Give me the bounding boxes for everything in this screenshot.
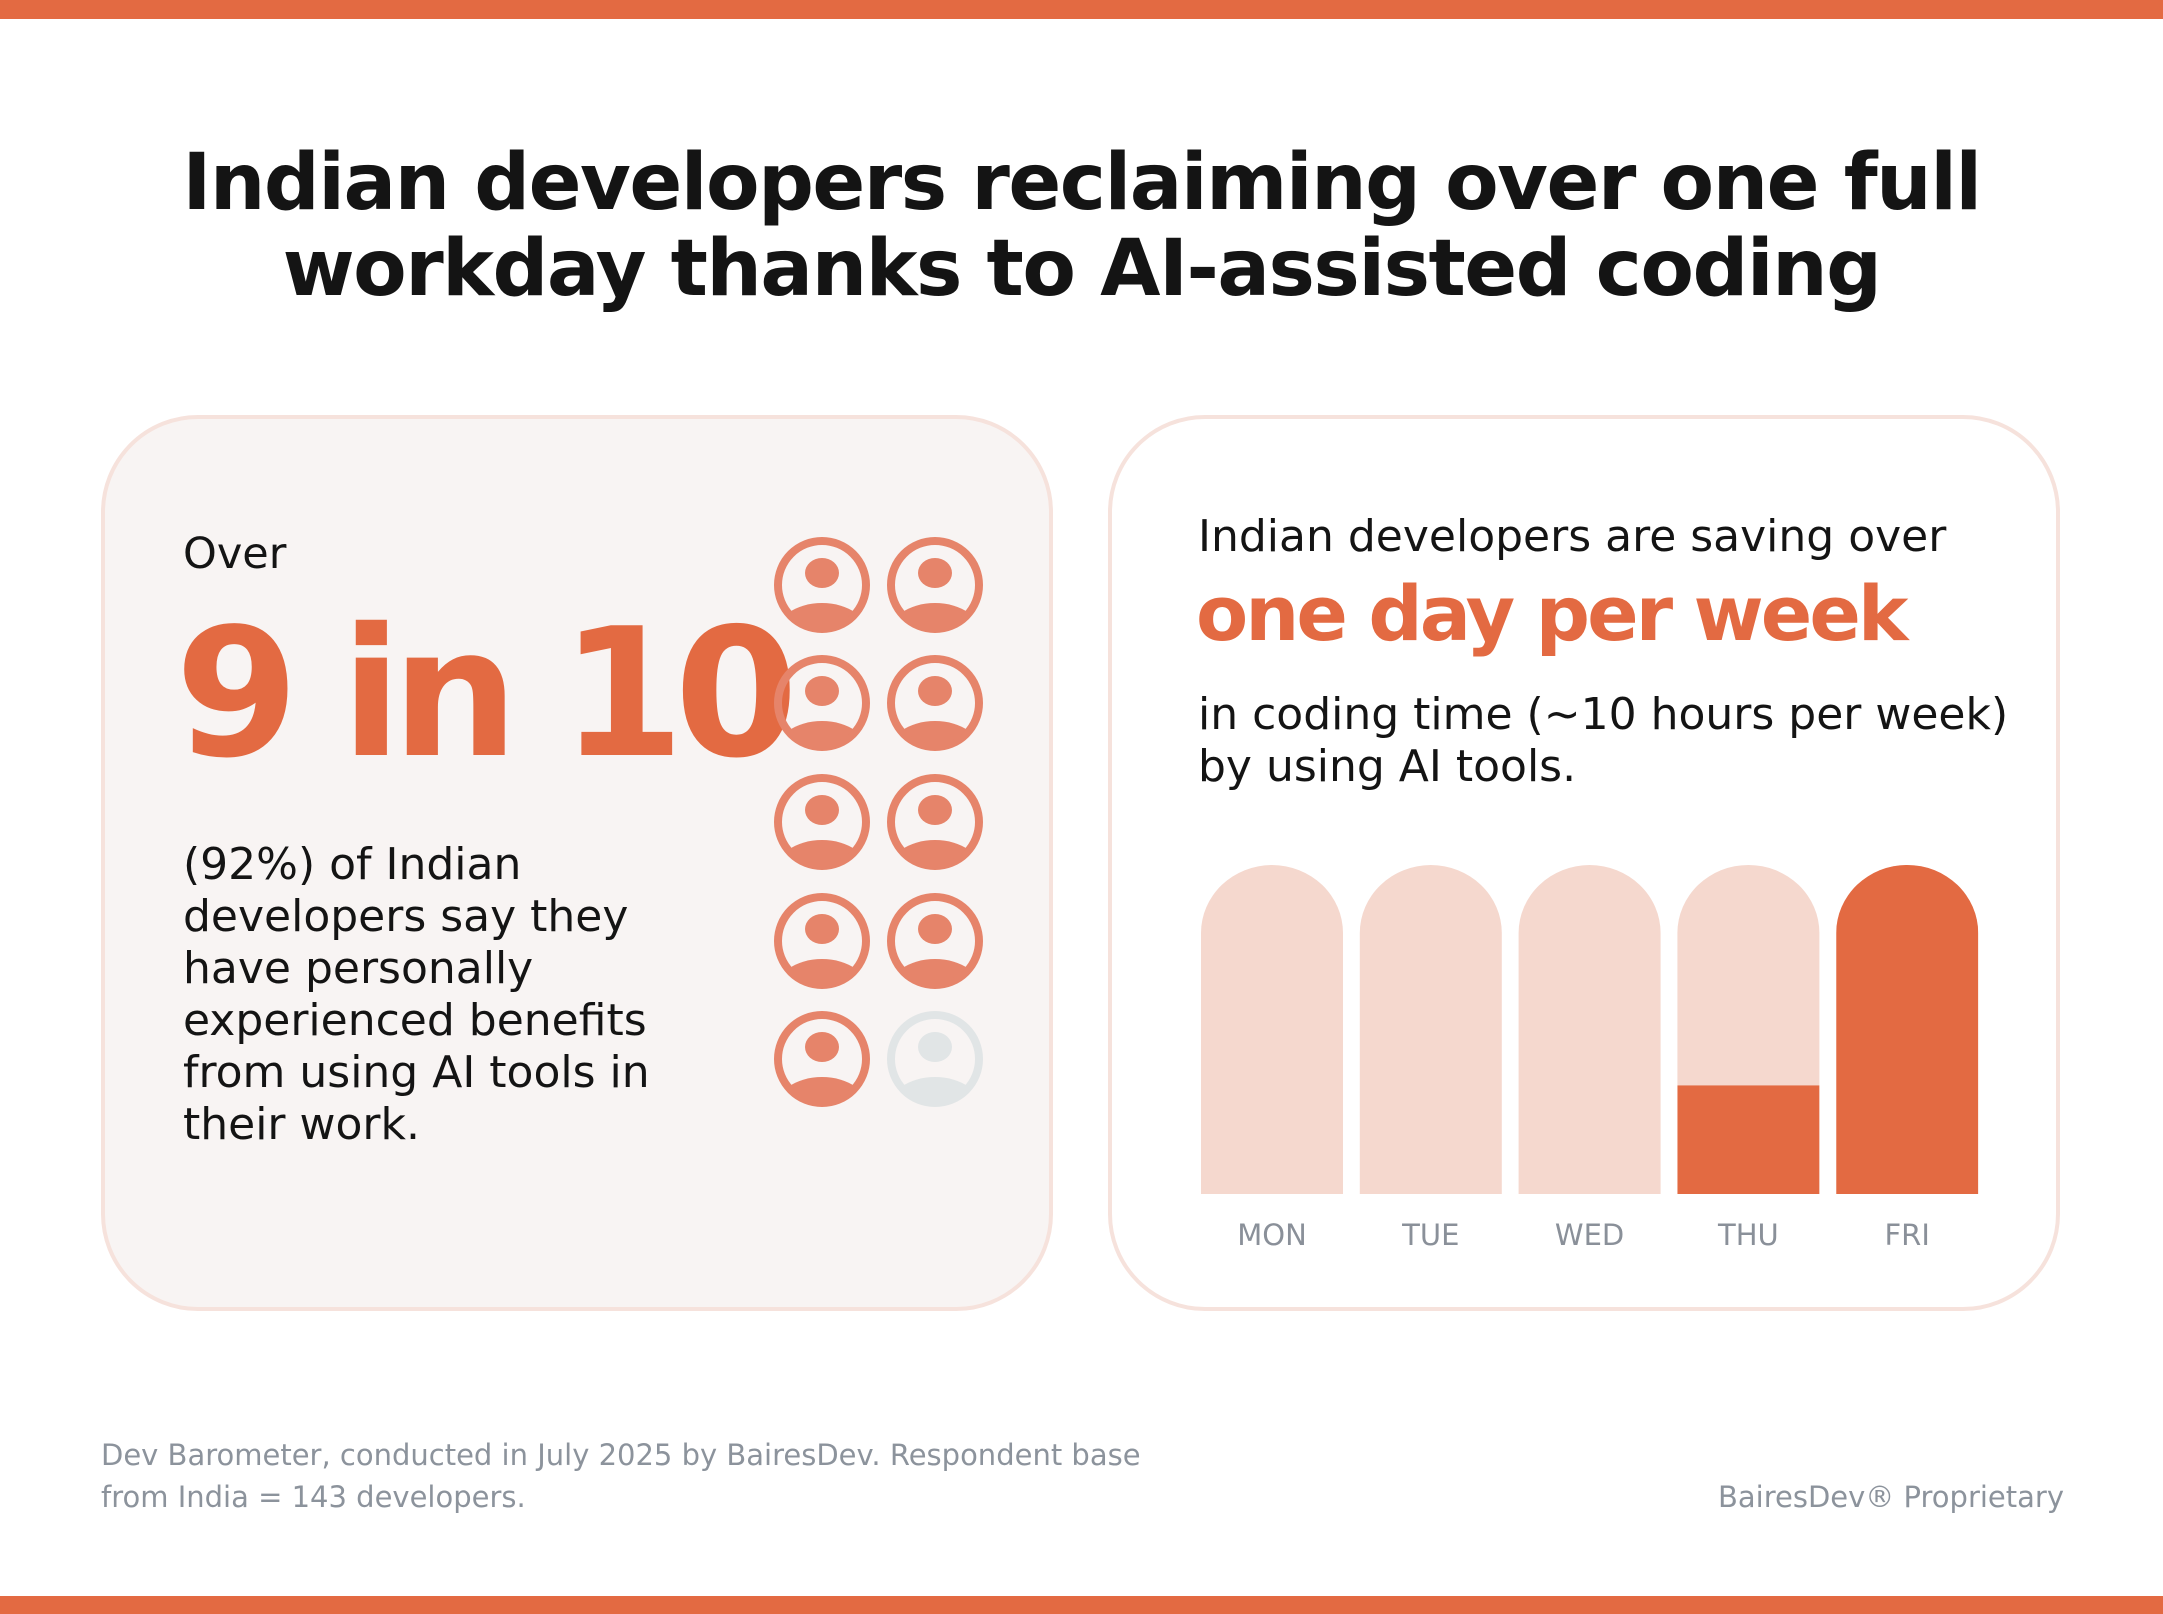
weekday-bar-chart: MON TUE WED THU FRI [1201, 865, 1979, 1252]
user-circle-icon [774, 1011, 870, 1107]
page-title: Indian developers reclaiming over one fu… [0, 140, 2163, 312]
bar-fill-fri [1836, 865, 1979, 1194]
stat-card-benefits: Over 9 in 10 (92%) of Indian developers … [101, 415, 1053, 1311]
bar-background-tue [1359, 865, 1502, 1194]
stat-headline: 9 in 10 [175, 590, 798, 797]
time-detail-text: in coding time (~10 hours per week) by u… [1198, 689, 2009, 792]
proprietary-label: BairesDev® Proprietary [1718, 1480, 2064, 1514]
source-line-2: from India = 143 developers. [101, 1480, 526, 1514]
bar-label-wed: WED [1555, 1218, 1624, 1252]
user-circle-icon [887, 1011, 983, 1107]
time-detail: in coding time (~10 hours per week) by u… [1198, 689, 2018, 793]
source-line-1: Dev Barometer, conducted in July 2025 by… [101, 1438, 1141, 1472]
time-intro: Indian developers are saving over [1198, 511, 1947, 562]
user-circle-icon [774, 537, 870, 633]
user-circle-icon [887, 774, 983, 870]
top-accent-bar [0, 0, 2163, 19]
user-circle-icon [887, 893, 983, 989]
user-circle-icon [887, 537, 983, 633]
user-circle-icon [774, 893, 870, 989]
user-circle-icon [887, 655, 983, 751]
title-line-1: Indian developers reclaiming over one fu… [182, 138, 1982, 228]
time-highlight: one day per week [1196, 569, 1908, 658]
bar-label-tue: TUE [1401, 1218, 1459, 1252]
bar-label-fri: FRI [1885, 1218, 1930, 1252]
user-icon-grid [774, 537, 983, 1107]
bar-fill-thu [1677, 1085, 1820, 1194]
title-line-2: workday thanks to AI-assisted coding [282, 224, 1882, 314]
bar-label-mon: MON [1237, 1218, 1307, 1252]
user-circle-icon [774, 774, 870, 870]
stat-description: (92%) of Indian developers say they have… [183, 839, 650, 1150]
user-circle-icon [774, 655, 870, 751]
bar-label-thu: THU [1717, 1218, 1779, 1252]
stat-card-time-saved: Indian developers are saving over one da… [1108, 415, 2060, 1311]
bar-background-mon [1201, 865, 1343, 1194]
stat-prefix: Over [183, 529, 287, 579]
bar-background-wed [1518, 865, 1661, 1194]
bottom-accent-bar [0, 1596, 2163, 1614]
source-note: Dev Barometer, conducted in July 2025 by… [101, 1434, 1141, 1518]
